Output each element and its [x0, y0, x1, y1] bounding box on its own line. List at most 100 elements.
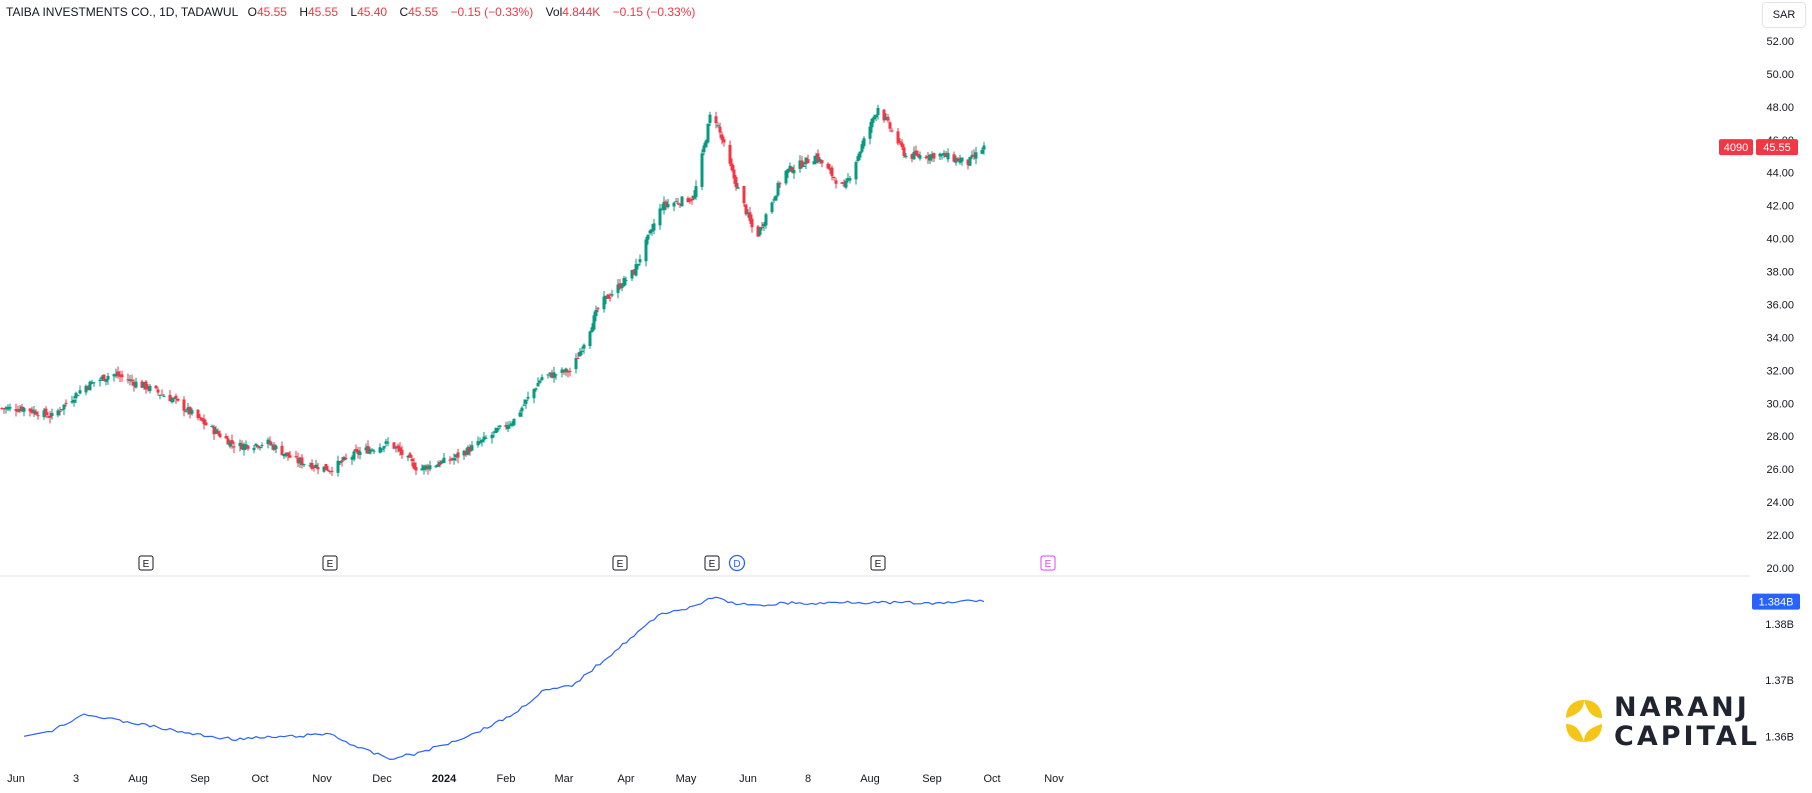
candle-body	[496, 428, 500, 431]
candle-body	[778, 183, 782, 185]
candle-body	[112, 374, 116, 377]
candle-body	[224, 436, 228, 439]
currency-button[interactable]: SAR	[1762, 2, 1806, 28]
time-tick-label: Feb	[497, 773, 516, 785]
candle-body	[602, 296, 606, 310]
candle-body	[102, 374, 106, 381]
candle-body	[882, 109, 886, 121]
candle-body	[716, 125, 720, 127]
open-key: O	[247, 5, 257, 19]
candle-body	[520, 407, 524, 412]
candle-body	[484, 437, 488, 439]
earnings-marker[interactable]	[612, 555, 628, 571]
candle-body	[188, 406, 192, 415]
candle-body	[580, 350, 584, 352]
candle-body	[800, 160, 804, 168]
volume-change-value: −0.15 (−0.33%)	[612, 5, 696, 19]
candle-body	[848, 178, 852, 181]
candle-body	[176, 398, 180, 401]
candle-body	[480, 439, 484, 443]
candle-body	[568, 370, 572, 372]
candle-body	[282, 454, 286, 457]
candle-body	[466, 446, 470, 455]
candle-body	[562, 370, 566, 373]
candle-body	[818, 159, 822, 163]
candle-body	[448, 459, 452, 461]
candle-body	[718, 126, 722, 133]
candle-body	[688, 200, 692, 202]
earnings-marker-label: E	[617, 559, 624, 570]
candle-body	[806, 159, 810, 163]
price-tick-label: 26.00	[1766, 464, 1794, 476]
dividend-marker[interactable]	[728, 554, 746, 572]
candle-body	[634, 264, 638, 276]
candle-body	[144, 381, 148, 390]
earnings-marker[interactable]	[704, 555, 720, 571]
candle-body	[620, 286, 624, 289]
candle-body	[412, 462, 416, 469]
candle-body	[834, 180, 838, 184]
candle-body	[14, 409, 18, 411]
time-tick-label: Jun	[7, 773, 25, 785]
earnings-marker[interactable]	[870, 555, 886, 571]
candle-body	[170, 398, 174, 403]
candle-body	[196, 409, 200, 419]
earnings-marker[interactable]	[322, 555, 338, 571]
candle-body	[204, 422, 208, 426]
candle-body	[396, 445, 400, 449]
candle-body	[606, 294, 610, 299]
candle-body	[384, 441, 388, 444]
candle-body	[428, 465, 432, 470]
price-tick-label: 28.00	[1766, 431, 1794, 443]
candle-body	[18, 408, 22, 412]
candle-body	[508, 424, 512, 426]
time-tick-label: Oct	[983, 773, 1000, 785]
candle-body	[336, 460, 340, 473]
candle-body	[702, 145, 706, 153]
candle-body	[104, 379, 108, 382]
price-tick-label: 30.00	[1766, 398, 1794, 410]
candle-body	[72, 400, 76, 403]
candle-body	[952, 154, 956, 162]
candle-body	[422, 465, 426, 470]
candle-body	[184, 411, 188, 413]
price-tick-label: 20.00	[1766, 563, 1794, 575]
candle-body	[128, 379, 132, 381]
candle-body	[464, 451, 468, 455]
candle-body	[146, 387, 150, 390]
candle-body	[708, 114, 712, 124]
earnings-marker[interactable]	[1040, 555, 1056, 571]
obv-axis[interactable]: 1.36B 1.37B 1.38B	[1765, 619, 1794, 743]
candle-body	[198, 416, 202, 418]
earnings-marker[interactable]	[138, 555, 154, 571]
candle-body	[596, 308, 600, 310]
candle-body	[214, 429, 218, 434]
price-axis[interactable]: 20.00 22.00 24.00 26.00 28.00 30.00 32.00 34.00…	[1766, 36, 1794, 575]
candle-body	[916, 153, 920, 157]
candle-body	[666, 204, 670, 208]
open-value: 45.55	[256, 5, 287, 19]
candle-body	[860, 144, 864, 152]
time-axis[interactable]: Jun 3 Aug Sep Oct Nov Dec 2024 Feb Mar Apr May Jun 8 A…	[7, 773, 1064, 785]
candle-body	[84, 385, 88, 393]
price-tick-label: 22.00	[1766, 530, 1794, 542]
time-tick-label: 3	[73, 773, 79, 785]
candle-body	[938, 153, 942, 157]
candle-body	[854, 162, 858, 180]
candle-body	[392, 442, 396, 449]
candle-body	[64, 402, 68, 404]
candle-body	[70, 401, 74, 403]
candle-body	[352, 451, 356, 460]
candle-body	[232, 446, 236, 448]
candle-body	[830, 167, 834, 177]
candle-body	[408, 453, 412, 458]
candle-body	[714, 116, 718, 124]
last-price-label: 45.55	[1763, 142, 1791, 154]
candle-body	[678, 204, 682, 206]
candle-body	[686, 198, 690, 203]
symbol-title[interactable]: TAIBA INVESTMENTS CO., 1D, TADAWUL	[6, 5, 239, 19]
candle-body	[858, 151, 862, 158]
candle-body	[174, 395, 178, 399]
